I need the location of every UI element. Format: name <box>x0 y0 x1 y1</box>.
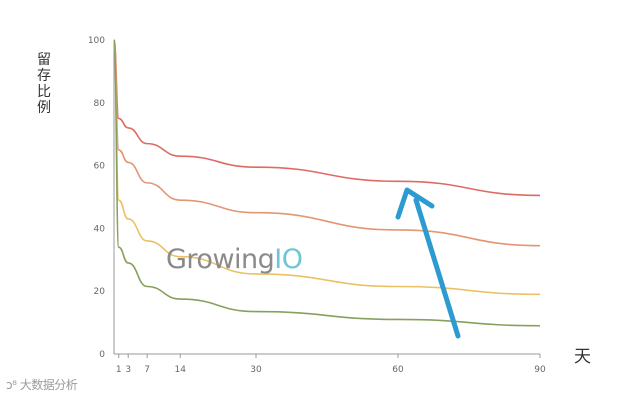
x-tick-label: 30 <box>250 365 262 375</box>
y-axis-label: 留存比例 <box>37 52 51 116</box>
series-line-3 <box>113 39 541 296</box>
arrow-shaft <box>413 197 461 339</box>
x-ticks: 1 3 7 14 30 60 90 <box>116 354 546 375</box>
series-lines <box>113 39 541 327</box>
trend-arrow <box>395 187 461 339</box>
y-tick-label: 0 <box>99 350 105 360</box>
x-tick-label: 7 <box>144 365 150 375</box>
series-line-2 <box>113 39 541 247</box>
y-tick-label: 60 <box>94 162 106 172</box>
logo-main-text: Growing <box>166 244 275 275</box>
y-tick-label: 20 <box>94 287 106 297</box>
y-tick-label: 100 <box>88 36 105 46</box>
watermark: ↄ⁸ 大数据分析 <box>6 376 78 393</box>
watermark-icon: ↄ⁸ <box>6 378 20 392</box>
y-tick-label: 40 <box>94 224 106 234</box>
series-line-1 <box>113 39 541 197</box>
x-tick-label: 60 <box>392 365 404 375</box>
logo-accent-text: IO <box>274 244 303 275</box>
axes <box>113 40 540 355</box>
x-tick-label: 3 <box>125 365 131 375</box>
arrow-head <box>395 187 435 220</box>
watermark-text: 大数据分析 <box>19 378 78 392</box>
x-tick-label: 14 <box>175 365 187 375</box>
y-tick-label: 80 <box>94 99 106 109</box>
series-line-4 <box>113 39 541 327</box>
x-axis-unit: 天 <box>574 347 591 367</box>
x-tick-label: 1 <box>116 365 122 375</box>
y-ticks: 0 20 40 60 80 100 <box>88 36 105 360</box>
growingio-logo: GrowingIO <box>166 244 303 275</box>
x-tick-label: 90 <box>534 365 546 375</box>
